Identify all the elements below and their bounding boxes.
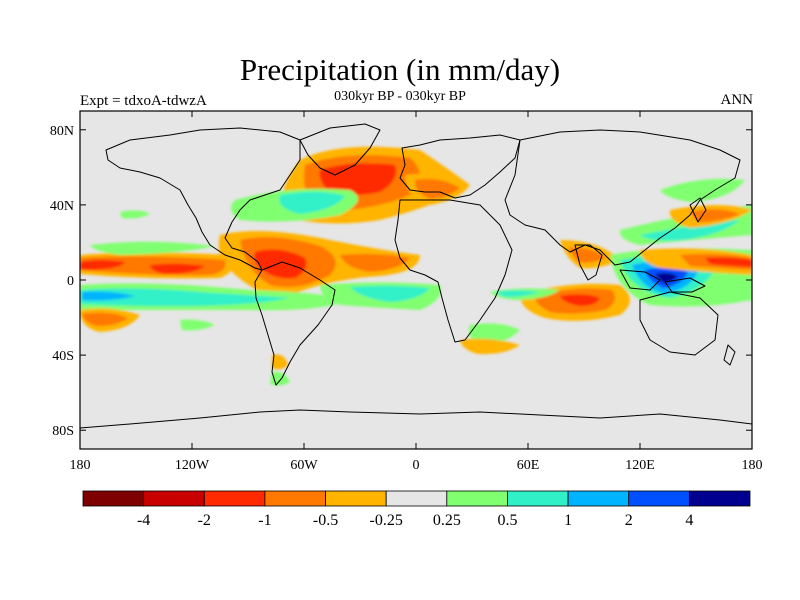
season-label: ANN xyxy=(720,92,754,108)
india-coast xyxy=(574,244,603,281)
colorbar-label: 4 xyxy=(685,512,693,529)
plot-subtitle: 030kyr BP - 030kyr BP xyxy=(334,89,466,104)
anomaly-patch xyxy=(80,260,125,270)
colorbar-swatch xyxy=(688,490,751,507)
japan-coast xyxy=(689,197,707,223)
colorbar-swatch xyxy=(82,490,145,507)
anomaly-patch xyxy=(495,290,540,297)
asia-coast xyxy=(504,129,741,266)
lon-tick-label: 120E xyxy=(625,458,655,473)
north-america-coast xyxy=(105,127,301,271)
colorbar-swatch xyxy=(203,490,266,507)
maritime-continent-coast xyxy=(664,277,706,293)
anomaly-patch xyxy=(340,254,410,272)
anomaly-patch xyxy=(560,294,600,306)
colorbar-swatch xyxy=(385,490,448,507)
colorbar: -4 -2 -1 -0.5 -0.25 0.25 0.5 1 2 4 xyxy=(82,490,751,529)
anomaly-patch xyxy=(80,288,290,306)
anomaly-patch xyxy=(279,191,345,214)
lat-tick-label: 40N xyxy=(50,199,74,214)
colorbar-label: -4 xyxy=(137,512,150,529)
anomaly-patch xyxy=(568,247,606,263)
anomaly-patch xyxy=(640,220,740,241)
colorbar-swatch xyxy=(628,490,690,507)
colorbar-label: 0.25 xyxy=(433,512,461,529)
colorbar-swatch xyxy=(446,490,508,507)
lat-tick-label: 40S xyxy=(52,349,74,364)
lon-tick-label: 120W xyxy=(175,458,210,473)
lon-tick-label: 0 xyxy=(413,458,420,473)
plot-title: Precipitation (in mm/day) xyxy=(239,52,561,87)
anomaly-patch xyxy=(90,241,215,255)
anomaly-patch xyxy=(460,338,520,355)
colorbar-label: 0.5 xyxy=(497,512,517,529)
south-america-coast xyxy=(254,261,336,386)
anomaly-patch xyxy=(180,319,215,331)
anomaly-patch xyxy=(350,285,430,302)
europe-coast xyxy=(399,134,521,199)
lat-tick-label: 0 xyxy=(67,274,74,289)
antarctica-coast xyxy=(80,409,752,429)
lon-tick-label: 180 xyxy=(70,458,91,473)
colorbar-label: -1 xyxy=(258,512,271,529)
anomaly-patch xyxy=(414,179,460,199)
colorbar-label: -0.5 xyxy=(313,512,338,529)
anomaly-patch xyxy=(82,291,135,301)
anomaly-patch xyxy=(82,312,128,326)
anomaly-patch xyxy=(254,249,307,279)
colorbar-label: 1 xyxy=(564,512,572,529)
lat-tick-label: 80S xyxy=(52,424,74,439)
longitude-axis: 180 120W 60W 0 60E 120E 180 xyxy=(70,111,763,473)
africa-coast xyxy=(394,199,513,343)
anomaly-patch xyxy=(272,354,288,370)
lon-tick-label: 60W xyxy=(290,458,318,473)
colorbar-swatch xyxy=(507,490,569,507)
lat-tick-label: 80N xyxy=(50,124,74,139)
anomaly-patch xyxy=(150,263,205,274)
colorbar-swatch xyxy=(264,490,326,507)
maritime-continent-coast xyxy=(619,269,661,291)
anomaly-patch xyxy=(705,257,752,267)
colorbar-swatch xyxy=(567,490,630,507)
lon-tick-label: 180 xyxy=(742,458,763,473)
anomaly-patch xyxy=(690,209,740,222)
coastlines xyxy=(80,123,752,429)
anomaly-patch xyxy=(120,210,150,219)
new-zealand-coast xyxy=(723,344,736,366)
colorbar-label: -0.25 xyxy=(370,512,403,529)
precipitation-field xyxy=(80,146,752,386)
anomaly-patch xyxy=(319,163,396,195)
lon-tick-label: 60E xyxy=(517,458,540,473)
colorbar-label: -2 xyxy=(198,512,211,529)
latitude-axis: 80N 40N 0 40S 80S xyxy=(50,124,752,439)
colorbar-label: 2 xyxy=(625,512,633,529)
experiment-label: Expt = tdxoA-tdwzA xyxy=(80,93,207,109)
colorbar-swatch xyxy=(325,490,387,507)
australia-coast xyxy=(639,291,719,356)
colorbar-swatch xyxy=(143,490,205,507)
greenland-coast xyxy=(299,123,381,176)
